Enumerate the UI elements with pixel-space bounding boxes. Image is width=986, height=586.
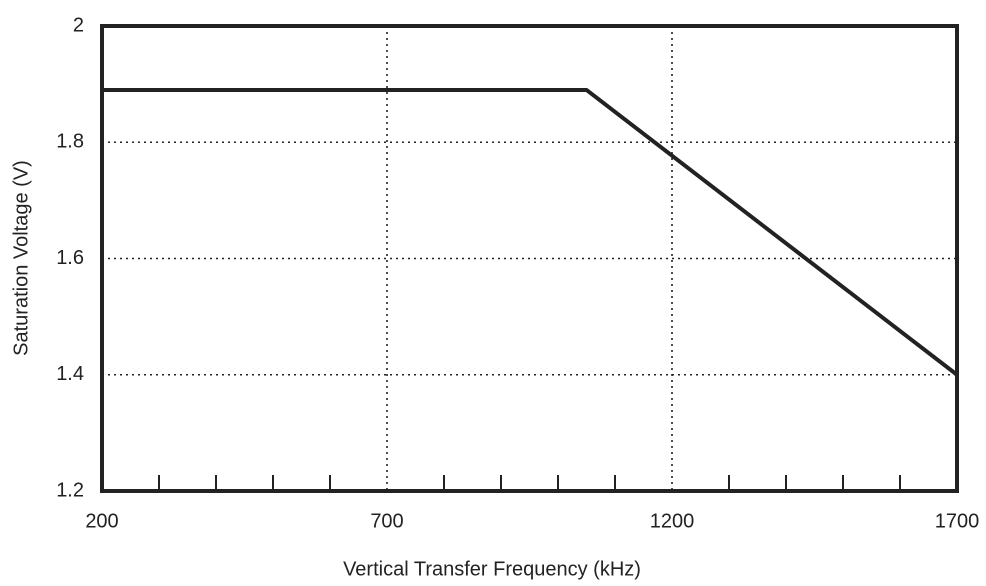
x-tick-label: 200 xyxy=(85,510,118,532)
y-tick-label: 1.6 xyxy=(56,247,84,269)
x-axis-title: Vertical Transfer Frequency (kHz) xyxy=(343,558,641,580)
x-tick-label: 700 xyxy=(370,510,403,532)
x-tick-label: 1700 xyxy=(935,510,980,532)
y-tick-label: 1.2 xyxy=(56,479,84,501)
data-line xyxy=(102,87,959,377)
y-tick-label: 1.8 xyxy=(56,131,84,153)
x-tick-label: 1200 xyxy=(650,510,695,532)
y-tick-label: 1.4 xyxy=(56,363,84,385)
y-axis-title: Saturation Voltage (V) xyxy=(10,160,32,356)
plot-frame xyxy=(100,24,959,493)
y-tick-label: 2 xyxy=(73,14,84,36)
